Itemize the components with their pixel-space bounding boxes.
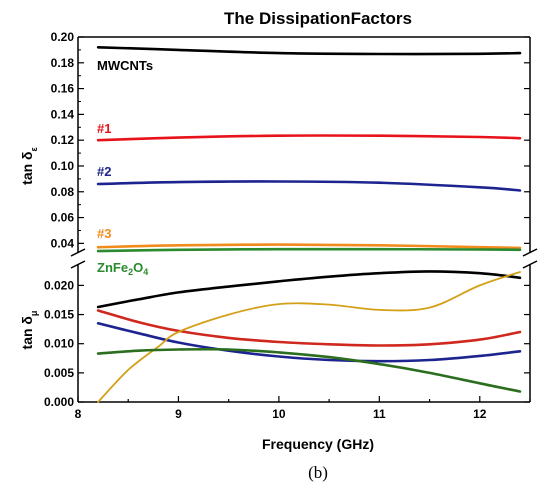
- bottom-series-line-2: [96, 322, 522, 363]
- top-series-line-2: [96, 180, 522, 192]
- bottom-series-line-1: [96, 309, 522, 347]
- x-tick-label: 8: [75, 407, 82, 421]
- top-y-tick-label: 0.10: [51, 159, 75, 173]
- annotation-znfe2o4-sub2: 4: [143, 267, 148, 277]
- annotation-mwcnts: MWCNTs: [97, 58, 153, 73]
- panel-label: (b): [308, 463, 328, 482]
- bottom-y-tick-label: 0.000: [44, 395, 74, 409]
- top-y-axis-label: tan δε: [19, 146, 39, 184]
- chart-title: The DissipationFactors: [224, 9, 412, 28]
- top-panel-series: [96, 46, 522, 253]
- annotation-znfe2o4: ZnFe2O4: [97, 260, 148, 277]
- bottom-y-tick-label: 0.010: [44, 337, 74, 351]
- top-series-line-4: [96, 247, 522, 253]
- chart-axes: [70, 36, 538, 403]
- bottom-y-tick-label: 0.005: [44, 366, 74, 380]
- bottom-series-line-0: [96, 270, 522, 309]
- x-tick-label: 9: [175, 407, 182, 421]
- x-tick-label: 11: [373, 407, 386, 421]
- annotation-sample-2: #2: [97, 164, 111, 179]
- top-y-tick-label: 0.12: [51, 133, 75, 147]
- bottom-panel-series: [96, 270, 522, 403]
- bottom-y-label-subscript: μ: [29, 311, 39, 317]
- bottom-series-line-3: [97, 271, 521, 403]
- right-axis-break-mark-upper: [522, 248, 538, 257]
- right-axis-break-mark-lower: [522, 260, 538, 269]
- annotation-sample-3: #3: [97, 226, 111, 241]
- annotation-znfe2o4-sub1: 2: [128, 267, 133, 277]
- bottom-y-tick-label: 0.020: [44, 278, 74, 292]
- x-tick-label: 10: [272, 407, 286, 421]
- top-y-tick-label: 0.04: [51, 236, 75, 250]
- top-series-line-1: [96, 134, 522, 142]
- svg-text:tan δε: tan δε: [19, 146, 39, 184]
- top-y-tick-label: 0.08: [51, 185, 75, 199]
- left-axis-break-mark-upper: [70, 248, 86, 257]
- top-y-label-subscript: ε: [29, 146, 39, 151]
- top-y-tick-label: 0.20: [51, 30, 75, 44]
- top-series-line-3: [96, 243, 522, 250]
- bottom-series-line-4: [96, 347, 522, 393]
- x-tick-label: 12: [473, 407, 487, 421]
- bottom-y-label-text: tan δ: [19, 316, 35, 349]
- top-y-tick-label: 0.14: [51, 107, 75, 121]
- top-y-tick-label: 0.18: [51, 56, 75, 70]
- top-y-tick-label: 0.06: [51, 211, 75, 225]
- left-axis-break-mark-lower: [70, 260, 86, 269]
- top-series-line-0: [96, 46, 522, 56]
- svg-text:tan δμ: tan δμ: [19, 311, 39, 350]
- top-y-label-text: tan δ: [19, 151, 35, 184]
- tick-labels: 8 9 10 11 12 0.04 0.06 0.08 0.10 0.12 0.14 0.16 0.18…: [44, 30, 487, 421]
- annotation-sample-1: #1: [97, 121, 111, 136]
- bottom-y-tick-label: 0.015: [44, 308, 74, 322]
- top-y-tick-label: 0.16: [51, 82, 75, 96]
- bottom-y-axis-label: tan δμ: [19, 311, 39, 350]
- annotation-znfe2o4-part1: ZnFe: [97, 260, 128, 275]
- x-axis-label: Frequency (GHz): [262, 436, 374, 452]
- annotation-znfe2o4-part2: O: [133, 260, 143, 275]
